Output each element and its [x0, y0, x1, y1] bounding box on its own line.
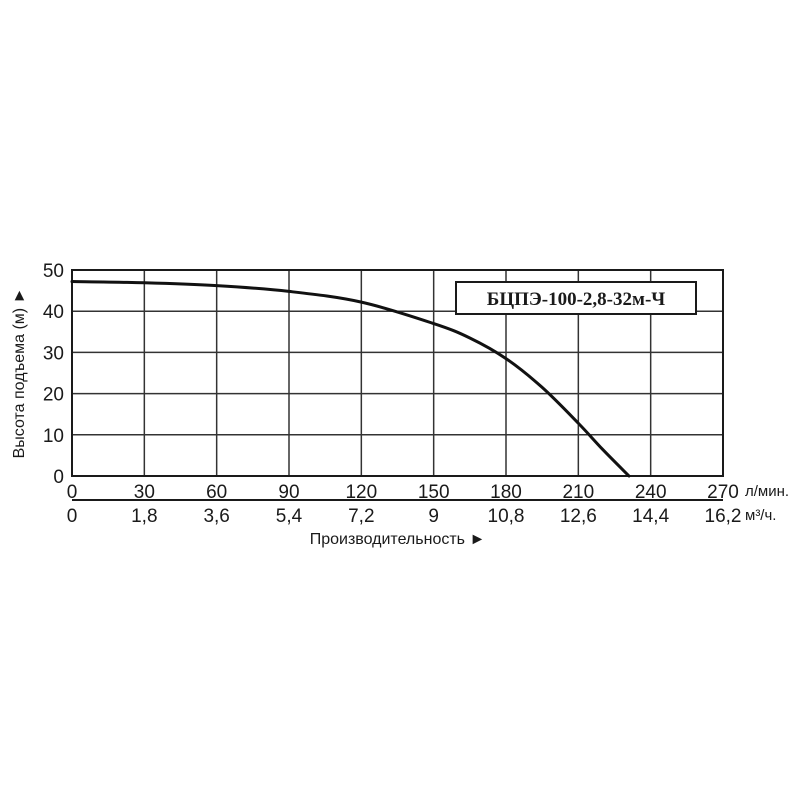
secondary-x-tick-label: 3,6 — [203, 506, 229, 527]
secondary-x-axis-unit: м³/ч. — [745, 507, 776, 524]
y-tick-label: 0 — [53, 467, 64, 488]
model-label-box — [455, 281, 697, 315]
y-tick-label: 40 — [43, 302, 64, 323]
secondary-x-tick-label: 16,2 — [705, 506, 742, 527]
y-tick-label: 50 — [43, 261, 64, 282]
x-tick-label: 30 — [134, 482, 155, 503]
x-tick-label: 210 — [562, 482, 594, 503]
secondary-x-tick-label: 10,8 — [488, 506, 525, 527]
chart-title-model: БЦПЭ-100-2,8-32м-Ч — [487, 289, 666, 310]
x-tick-label: 180 — [490, 482, 522, 503]
secondary-x-tick-label: 5,4 — [276, 506, 303, 527]
x-tick-label: 270 — [707, 482, 739, 503]
x-tick-label: 150 — [418, 482, 450, 503]
secondary-x-tick-label: 14,4 — [632, 506, 669, 527]
secondary-x-tick-label: 1,8 — [131, 506, 157, 527]
x-tick-labels: 0 30 60 90 120 150 180 210 240 270 — [67, 482, 739, 503]
plot-frame — [71, 269, 724, 477]
y-axis-title: Высота подъема (м) ► — [11, 288, 28, 459]
secondary-x-tick-label: 0 — [67, 506, 78, 527]
x-tick-label: 90 — [278, 482, 299, 503]
x-tick-label: 240 — [635, 482, 667, 503]
y-tick-label: 30 — [43, 343, 64, 364]
y-tick-label: 10 — [43, 426, 64, 447]
x-axis-title: Производительность ► — [310, 531, 486, 548]
x-axis-unit: л/мин. — [745, 483, 789, 500]
secondary-x-tick-labels: 0 1,8 3,6 5,4 7,2 9 10,8 12,6 14,4 16,2 — [67, 506, 742, 527]
series-line-head-curve — [70, 280, 631, 478]
secondary-x-tick-label: 12,6 — [560, 506, 597, 527]
x-tick-label: 0 — [67, 482, 78, 503]
y-tick-label: 20 — [43, 385, 64, 406]
secondary-x-tick-label: 7,2 — [348, 506, 374, 527]
x-tick-label: 60 — [206, 482, 227, 503]
x-tick-label: 120 — [345, 482, 377, 503]
y-tick-labels: 0 10 20 30 40 50 — [43, 261, 64, 488]
secondary-x-tick-label: 9 — [428, 506, 439, 527]
